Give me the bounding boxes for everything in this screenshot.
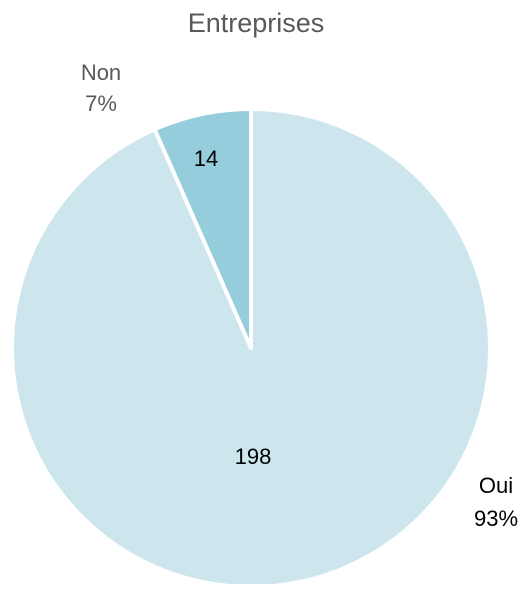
pie-slices <box>10 107 492 589</box>
category-name-non: Non <box>81 60 121 85</box>
pie-labels: 198 Oui 93% 14 Non 7% <box>81 60 518 531</box>
category-label-oui: Oui 93% <box>474 473 518 531</box>
chart-title: Entreprises <box>188 8 325 38</box>
category-percent-oui: 93% <box>474 506 518 531</box>
value-label-non: 14 <box>194 146 218 171</box>
category-label-non: Non 7% <box>81 60 121 116</box>
pie-slice-non <box>152 107 253 350</box>
category-name-oui: Oui <box>479 473 513 498</box>
value-label-oui: 198 <box>235 444 272 469</box>
category-percent-non: 7% <box>85 91 117 116</box>
